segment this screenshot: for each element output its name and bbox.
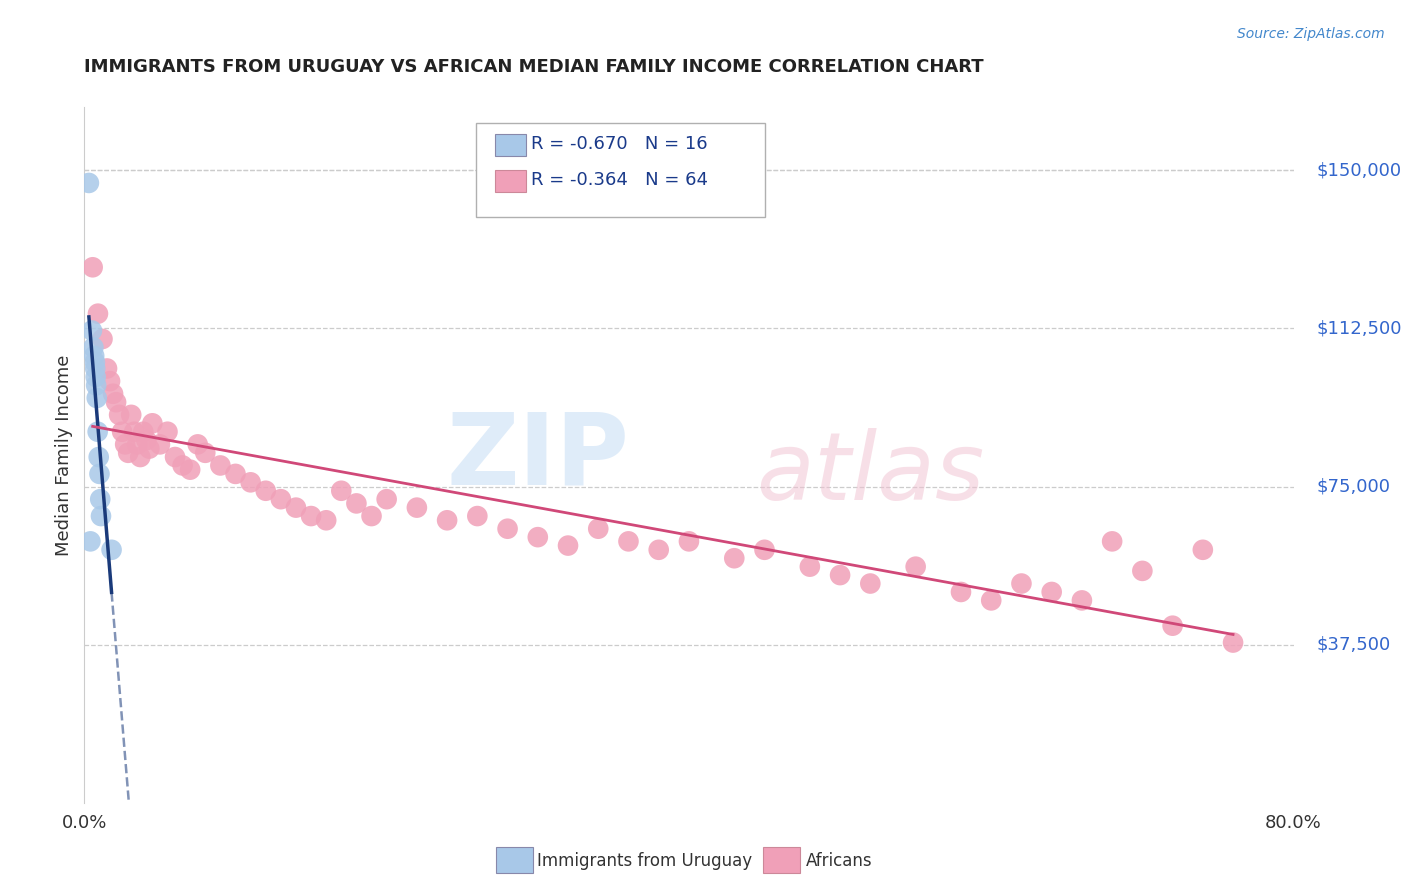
Point [1010, 576, 1032, 591]
Point [194, 446, 217, 460]
Point [754, 542, 776, 557]
Point [89, 492, 111, 507]
Point [79, 534, 101, 549]
Point [647, 542, 671, 557]
Point [187, 437, 209, 451]
Point [436, 513, 458, 527]
Point [346, 496, 368, 510]
Point [406, 500, 429, 515]
Point [100, 542, 122, 557]
Point [1192, 542, 1215, 557]
Point [165, 450, 187, 464]
Point [1161, 618, 1184, 632]
Point [156, 425, 179, 439]
Point [86, 391, 108, 405]
Point [127, 437, 149, 451]
Point [84, 378, 107, 392]
Text: Africans: Africans [806, 852, 872, 870]
Point [527, 530, 550, 544]
Point [1222, 635, 1244, 649]
Point [86, 425, 108, 439]
Point [859, 576, 882, 591]
Point [120, 408, 142, 422]
Point [77, 176, 100, 190]
Point [1071, 593, 1094, 607]
Point [375, 492, 398, 507]
Point [90, 509, 112, 524]
Point [101, 386, 124, 401]
Point [557, 539, 579, 553]
Point [678, 534, 700, 549]
Point [172, 458, 194, 473]
Point [105, 395, 128, 409]
Text: $37,500: $37,500 [1316, 636, 1391, 654]
Point [239, 475, 262, 490]
Point [496, 522, 519, 536]
Point [467, 509, 489, 524]
Point [84, 355, 107, 369]
Text: IMMIGRANTS FROM URUGUAY VS AFRICAN MEDIAN FAMILY INCOME CORRELATION CHART: IMMIGRANTS FROM URUGUAY VS AFRICAN MEDIA… [84, 58, 984, 76]
Point [360, 509, 382, 524]
Point [209, 458, 232, 473]
Point [82, 260, 104, 275]
Point [129, 450, 152, 464]
Text: R = -0.364   N = 64: R = -0.364 N = 64 [531, 170, 709, 188]
Point [1130, 564, 1153, 578]
Point [89, 467, 111, 481]
Point [82, 340, 104, 354]
Text: $75,000: $75,000 [1316, 477, 1391, 496]
Point [284, 500, 308, 515]
Point [1040, 585, 1063, 599]
Point [117, 446, 139, 460]
Point [98, 374, 121, 388]
Point [179, 463, 201, 477]
Point [141, 417, 163, 431]
Point [87, 450, 110, 464]
Point [87, 307, 110, 321]
Point [980, 593, 1002, 607]
Text: ZIP: ZIP [446, 409, 630, 506]
Text: Immigrants from Uruguay: Immigrants from Uruguay [537, 852, 752, 870]
Point [588, 522, 610, 536]
Point [330, 483, 353, 498]
Point [149, 437, 172, 451]
Text: atlas: atlas [756, 428, 984, 519]
Text: $112,500: $112,500 [1316, 319, 1402, 337]
Point [135, 433, 157, 447]
Point [84, 370, 107, 384]
Point [299, 509, 322, 524]
Point [830, 568, 852, 582]
Point [111, 425, 134, 439]
Point [91, 332, 114, 346]
Point [617, 534, 640, 549]
Point [723, 551, 745, 566]
Text: Source: ZipAtlas.com: Source: ZipAtlas.com [1237, 27, 1385, 41]
Point [315, 513, 337, 527]
Point [950, 585, 973, 599]
Point [904, 559, 927, 574]
Point [799, 559, 821, 574]
Point [114, 437, 136, 451]
Point [225, 467, 247, 481]
Point [83, 349, 105, 363]
Point [270, 492, 292, 507]
Point [254, 483, 277, 498]
Point [138, 442, 160, 456]
Point [122, 425, 145, 439]
Text: R = -0.670   N = 16: R = -0.670 N = 16 [531, 135, 707, 153]
Text: $150,000: $150,000 [1316, 161, 1402, 179]
Point [96, 361, 118, 376]
Point [84, 361, 107, 376]
Y-axis label: Median Family Income: Median Family Income [55, 354, 73, 556]
Point [108, 408, 131, 422]
Point [80, 324, 103, 338]
Point [132, 425, 155, 439]
Point [1101, 534, 1123, 549]
